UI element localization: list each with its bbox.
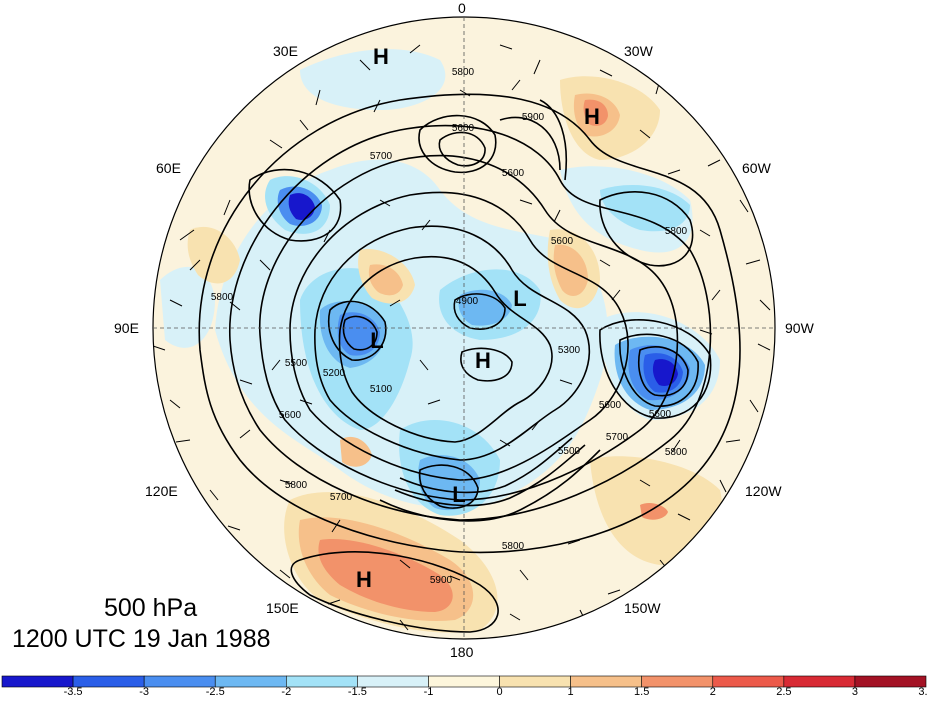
pressure-center-l-1: L: [513, 286, 526, 311]
pressure-center-h-1: H: [373, 44, 389, 69]
lon-label-120w: 120W: [745, 483, 782, 499]
contour-label: 5600: [599, 400, 622, 411]
contour-label: 5800: [452, 67, 475, 78]
colorbar-tick-label: -3: [139, 686, 150, 698]
lon-label-180: 180: [450, 644, 474, 660]
colorbar-swatch: [499, 675, 571, 688]
time-caption: 1200 UTC 19 Jan 1988: [12, 625, 271, 653]
contour-label: 5700: [370, 151, 393, 162]
level-caption: 500 hPa: [104, 594, 198, 622]
colorbar-tick-label: 3.5: [918, 686, 928, 698]
colorbar-tick-label: -2: [281, 686, 292, 698]
colorbar-swatch: [286, 675, 358, 688]
contour-label: 5800: [211, 292, 234, 303]
colorbar-swatch: [357, 675, 429, 688]
pressure-center-h-3: H: [475, 348, 491, 373]
colorbar-tick-label: 1: [567, 686, 574, 698]
colorbar-tick-label: -2.5: [205, 686, 225, 698]
lon-label-30e: 30E: [273, 43, 298, 59]
contour-label: 5500: [558, 446, 581, 457]
lon-label-30w: 30W: [624, 43, 653, 59]
colorbar-swatch: [783, 675, 856, 688]
colorbar: [1, 675, 927, 688]
pressure-center-markers: H H L L H L H: [356, 44, 600, 592]
colorbar-tick-label: 2.5: [776, 686, 792, 698]
colorbar-swatch: [641, 675, 714, 688]
wind-barbs: [153, 44, 771, 631]
pressure-center-h-2: H: [584, 104, 600, 129]
colorbar-swatch: [570, 675, 642, 688]
contour-label: 4900: [456, 296, 479, 307]
colorbar-swatch: [72, 675, 145, 688]
colorbar-swatch: [1, 675, 74, 688]
lon-label-150w: 150W: [624, 600, 661, 616]
colorbar-swatch: [712, 675, 785, 688]
contour-label: 5800: [665, 226, 688, 237]
pressure-center-l-2: L: [370, 328, 383, 353]
pressure-center-l-3: L: [452, 482, 465, 507]
contour-label: 5800: [502, 541, 525, 552]
lon-label-150e: 150E: [266, 600, 299, 616]
colorbar-swatch: [143, 675, 216, 688]
lon-label-120e: 120E: [145, 483, 178, 499]
pressure-center-h-4: H: [356, 567, 372, 592]
lon-label-60e: 60E: [156, 160, 181, 176]
lon-label-0: 0: [458, 0, 466, 16]
anomaly-shading: [160, 49, 722, 633]
colorbar-swatch: [214, 675, 287, 688]
lon-label-60w: 60W: [742, 160, 771, 176]
colorbar-tick-label: -1: [423, 686, 434, 698]
colorbar-tick-label: -1.5: [347, 686, 367, 698]
contour-label: 5600: [279, 410, 302, 421]
contour-label: 5600: [502, 168, 525, 179]
colorbar-tick-label: 0: [496, 686, 503, 698]
contour-label: 5700: [606, 432, 629, 443]
contour-label: 5300: [558, 345, 581, 356]
colorbar-swatch: [428, 675, 500, 688]
contour-label: 5100: [370, 384, 393, 395]
colorbar-tick-label: -3.5: [63, 686, 83, 698]
contour-label: 5900: [522, 112, 545, 123]
colorbar-tick-label: 2: [709, 686, 716, 698]
contour-label: 5600: [649, 409, 672, 420]
colorbar-tick-label: 3: [851, 686, 858, 698]
contour-label: 5500: [285, 358, 308, 369]
contour-label: 5800: [285, 480, 308, 491]
colorbar-swatch: [854, 675, 927, 688]
lon-label-90w: 90W: [785, 320, 814, 336]
contour-label: 5600: [452, 123, 475, 134]
contour-label: 5800: [665, 447, 688, 458]
colorbar-tick-label: 1.5: [634, 686, 650, 698]
contour-label: 5200: [323, 368, 346, 379]
contour-label: 5900: [430, 575, 453, 586]
contour-label: 5600: [551, 236, 574, 247]
contour-value-labels: 5800 5600 5700 5900 5800 5600 5800 5600 …: [211, 67, 688, 586]
contour-label: 5700: [330, 492, 353, 503]
height-contours: [198, 93, 741, 633]
lon-label-90e: 90E: [114, 320, 139, 336]
